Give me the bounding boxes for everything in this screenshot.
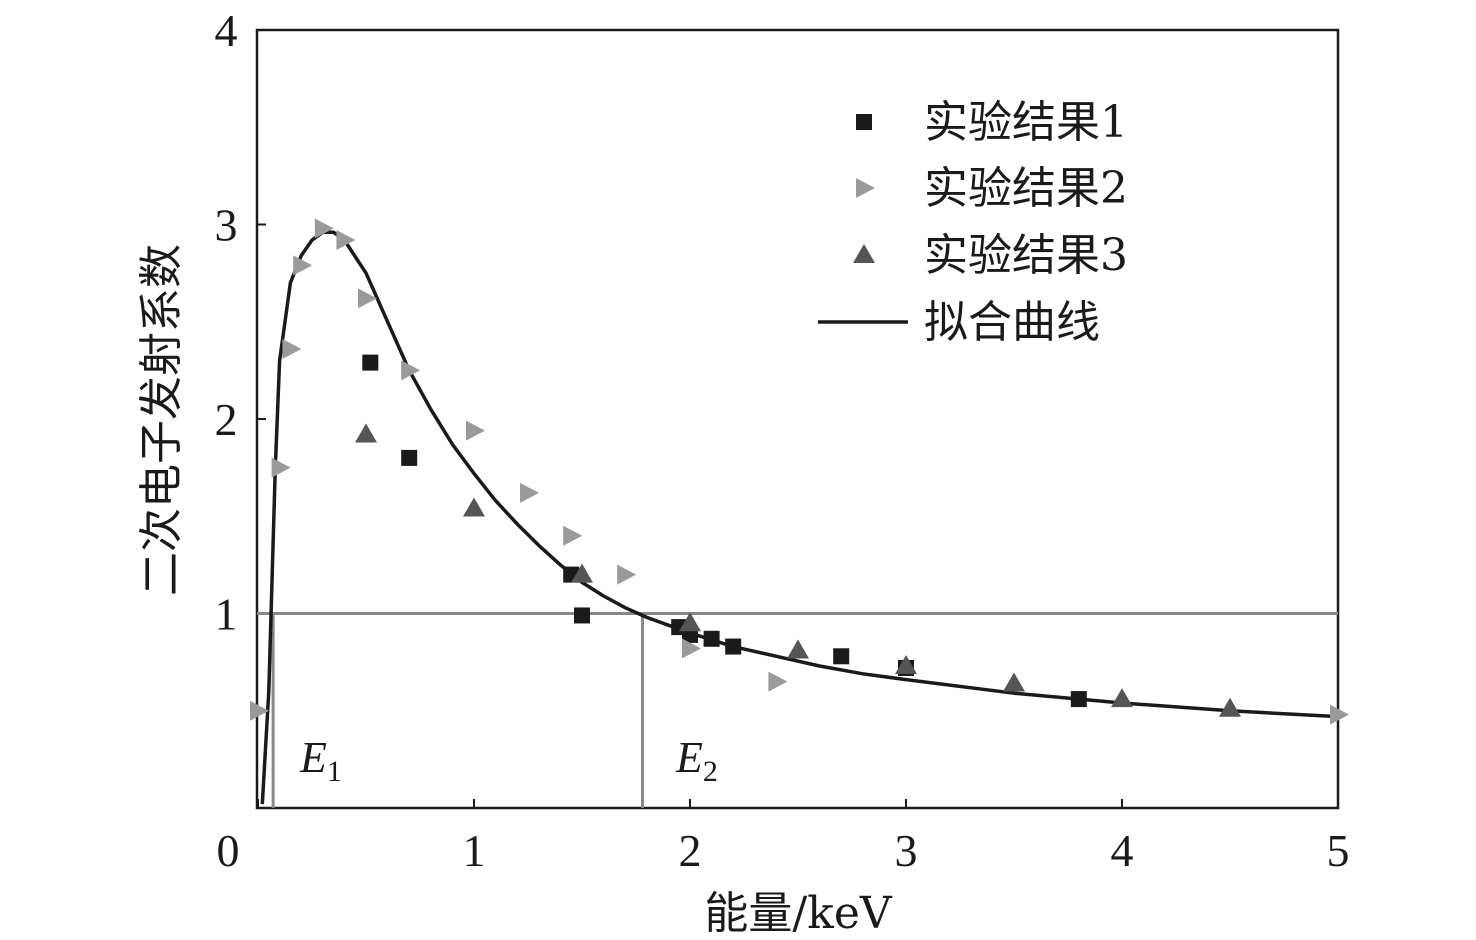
point-s1-1: [401, 449, 418, 466]
point-s2-6: [358, 288, 377, 309]
legend-marker-3: [853, 244, 875, 263]
point-s2-12: [682, 638, 701, 659]
point-s1-8: [833, 648, 850, 665]
point-s1-0: [362, 354, 379, 371]
x-tick-label-0: 0: [217, 825, 240, 876]
legend: 实验结果1 实验结果2 实验结果3 拟合曲线: [818, 97, 1128, 348]
y-axis-label: 二次电子发射系数: [136, 244, 187, 596]
fit-curve: [260, 230, 1339, 805]
y-tick-label-4: 4: [215, 5, 238, 56]
point-s2-11: [617, 564, 637, 585]
x-axis-label: 能量/keV: [704, 888, 893, 939]
reference-lines: [257, 612, 1338, 808]
point-s1-3: [574, 607, 590, 624]
point-s2-5: [336, 230, 356, 251]
point-s2-1: [271, 457, 291, 478]
annotation-e2: E2: [675, 733, 718, 788]
point-s2-3: [293, 255, 313, 276]
point-s1-10: [1070, 691, 1087, 708]
point-s2-4: [314, 218, 334, 239]
point-s1-7: [725, 638, 742, 655]
y-tick-label-3: 3: [215, 200, 238, 251]
legend-label-1: 实验结果1: [924, 97, 1128, 148]
point-s2-2: [282, 338, 302, 359]
legend-label-4: 拟合曲线: [924, 297, 1100, 348]
y-tick-label-2: 2: [215, 394, 238, 445]
x-tick-label-2: 2: [679, 825, 702, 876]
point-s3-1: [463, 497, 485, 517]
point-s3-6: [1003, 672, 1025, 692]
x-tick-label-4: 4: [1111, 825, 1134, 876]
annotation-group: E1 E2: [299, 733, 718, 788]
data-points-group: [250, 218, 1349, 725]
point-s2-7: [401, 360, 421, 381]
point-s2-13: [768, 671, 788, 692]
legend-label-3: 实验结果3: [924, 230, 1128, 281]
point-s2-8: [466, 420, 485, 441]
y-tick-label-1: 1: [215, 589, 238, 640]
point-s3-4: [787, 639, 809, 659]
x-tick-label-1: 1: [463, 825, 486, 876]
x-tick-label-3: 3: [895, 825, 918, 876]
plot-axes: [255, 28, 1340, 810]
point-s2-14: [1330, 704, 1349, 725]
tick-labels-group: 0 1 2 3 4 5 1 2 3 4: [215, 5, 1350, 876]
fit-curve-group: [260, 230, 1339, 805]
point-s3-5: [895, 655, 917, 675]
legend-label-2: 实验结果2: [924, 163, 1128, 214]
legend-marker-1: [856, 114, 872, 130]
point-s3-0: [355, 423, 377, 443]
annotation-e1: E1: [299, 733, 342, 788]
point-s1-6: [703, 630, 720, 647]
point-s2-0: [250, 700, 269, 721]
x-tick-label-5: 5: [1327, 825, 1350, 876]
point-s2-10: [563, 525, 583, 546]
point-s2-9: [520, 482, 539, 503]
point-s3-8: [1219, 697, 1241, 717]
point-s3-7: [1111, 688, 1133, 708]
point-s3-2: [571, 563, 593, 583]
point-s3-3: [679, 612, 701, 632]
legend-marker-2: [856, 178, 875, 198]
plot-frame: [255, 28, 1340, 810]
